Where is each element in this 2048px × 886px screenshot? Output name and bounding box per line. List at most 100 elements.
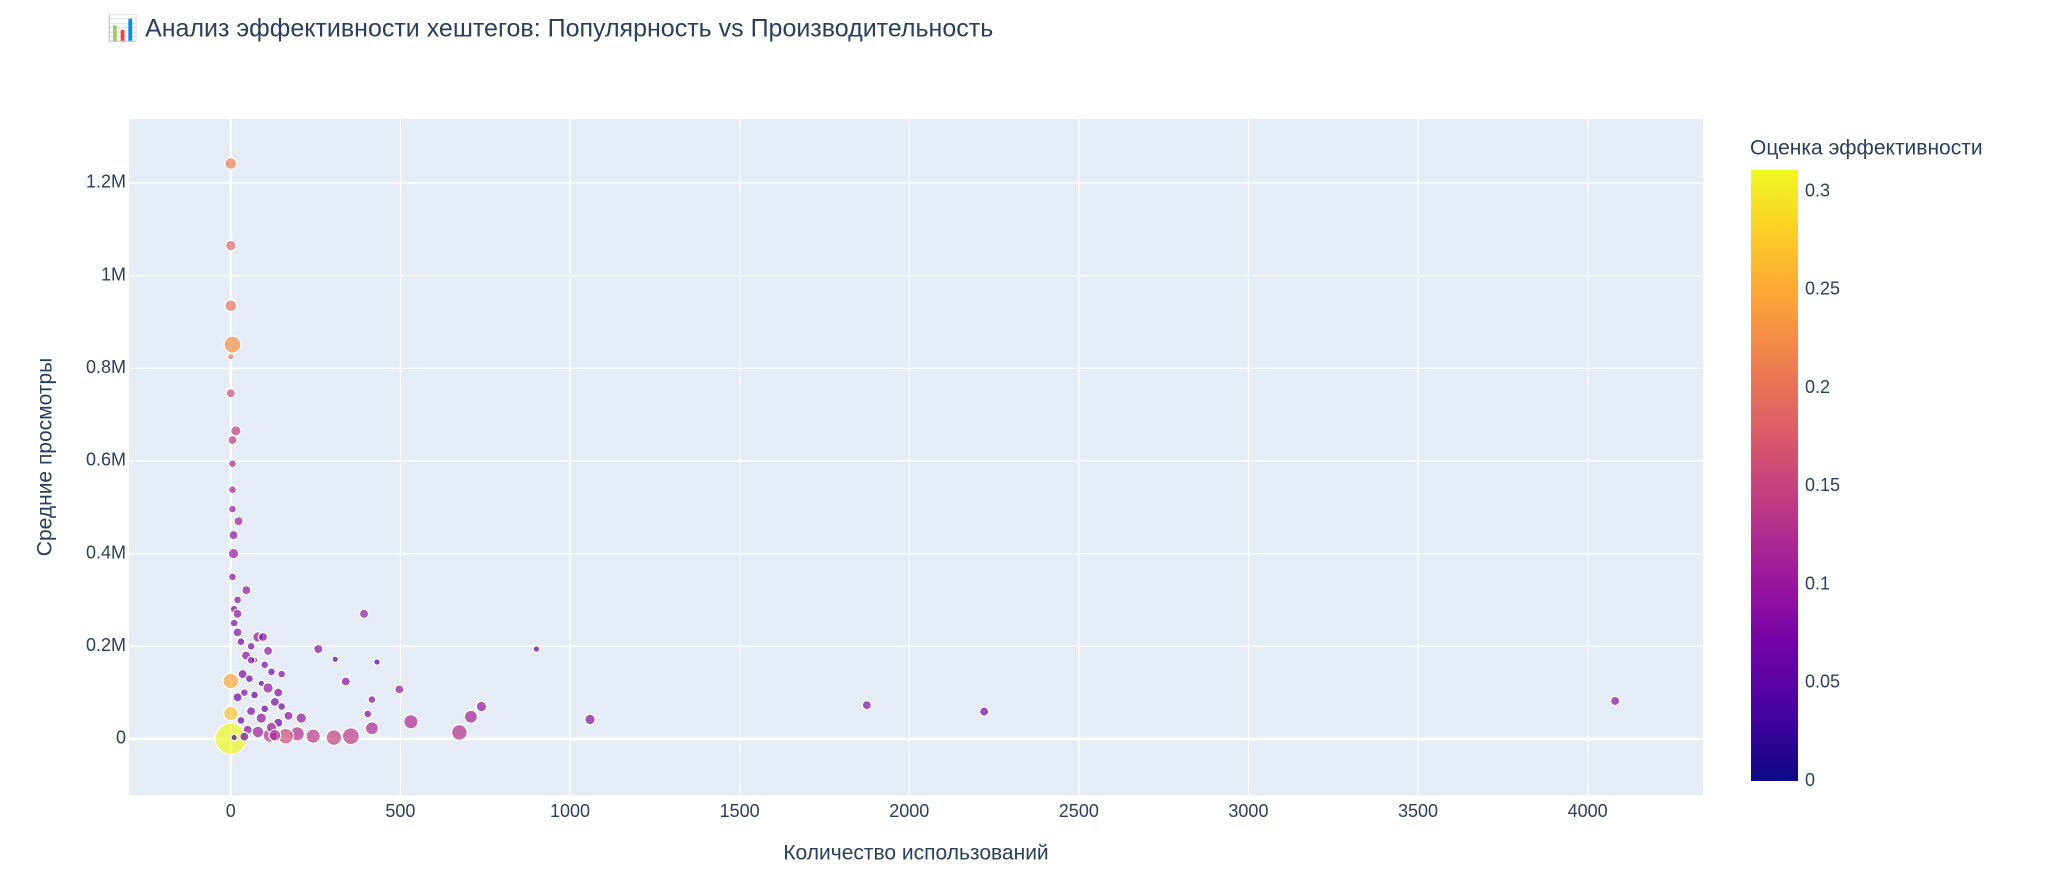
bubble xyxy=(340,676,351,687)
bubble xyxy=(226,352,235,361)
bubble xyxy=(475,700,488,713)
bubble xyxy=(403,713,419,730)
bubble xyxy=(255,712,268,724)
bubble xyxy=(239,731,250,742)
bubble xyxy=(229,424,242,437)
y-tick-label: 1.2M xyxy=(86,172,126,192)
colorbar-tick-label: 0.25 xyxy=(1805,279,1840,299)
bubble xyxy=(313,643,324,655)
x-tick-label: 0 xyxy=(226,801,236,821)
bubble xyxy=(331,655,340,664)
bubble xyxy=(269,696,281,708)
bubble xyxy=(277,701,287,712)
bubble xyxy=(266,667,277,677)
bubble xyxy=(325,729,343,747)
bubble xyxy=(450,723,468,741)
bubble xyxy=(251,725,265,739)
bubble xyxy=(249,690,260,700)
bubble xyxy=(262,645,274,657)
bubble xyxy=(246,641,256,651)
colorbar-tick-label: 0.1 xyxy=(1805,573,1830,593)
bubble xyxy=(262,682,274,694)
bubble xyxy=(283,710,294,721)
bubble xyxy=(232,608,243,620)
bubble xyxy=(237,668,248,680)
x-tick-label: 3500 xyxy=(1398,801,1438,821)
bubble xyxy=(224,299,238,313)
bubble xyxy=(236,715,246,725)
bubble xyxy=(532,645,541,653)
bubble xyxy=(978,706,990,717)
y-tick-label: 1M xyxy=(101,264,126,284)
bubble xyxy=(225,388,236,399)
y-tick-label: 0.2M xyxy=(86,635,126,655)
colorbar-tick-label: 0.2 xyxy=(1805,377,1830,397)
bubble xyxy=(236,637,246,647)
bubble xyxy=(223,335,242,354)
x-tick-label: 3000 xyxy=(1228,801,1268,821)
y-tick-label: 0.8M xyxy=(86,357,126,377)
bubble xyxy=(363,709,373,719)
bubble xyxy=(227,572,238,582)
bubble xyxy=(222,705,239,722)
x-tick-label: 1000 xyxy=(550,801,590,821)
bubble xyxy=(295,712,308,724)
bubble xyxy=(257,631,269,643)
markers xyxy=(214,156,1621,756)
bubble xyxy=(584,713,596,726)
bubble xyxy=(232,627,243,638)
bubble xyxy=(268,728,282,742)
bubble xyxy=(222,672,240,690)
x-tick-label: 2500 xyxy=(1059,801,1099,821)
bubble xyxy=(1609,695,1621,707)
bubble xyxy=(245,705,257,717)
bubble xyxy=(358,608,370,620)
plot-background xyxy=(129,119,1703,795)
bubble xyxy=(227,434,238,446)
colorbar-title: Оценка эффективности xyxy=(1750,137,1983,160)
bubble xyxy=(246,655,256,665)
bubble xyxy=(227,459,238,469)
bubble xyxy=(227,547,240,560)
bubble xyxy=(277,669,287,679)
y-tick-label: 0.4M xyxy=(86,542,126,562)
bubble xyxy=(341,727,360,746)
x-tick-label: 500 xyxy=(385,801,415,821)
bubble xyxy=(224,156,238,171)
bubble xyxy=(227,504,238,514)
bubble xyxy=(861,699,873,711)
bubble xyxy=(229,618,239,628)
bubble xyxy=(227,485,238,495)
bubble xyxy=(228,529,239,541)
x-axis-title: Количество использований xyxy=(783,842,1048,865)
colorbar-tick-label: 0.3 xyxy=(1805,180,1830,200)
bubble xyxy=(260,660,270,670)
y-tick-label: 0.6M xyxy=(86,450,126,470)
bubble xyxy=(232,692,243,703)
bubble xyxy=(373,658,381,666)
bubble xyxy=(273,687,284,698)
bubble xyxy=(233,515,244,527)
bubble xyxy=(364,721,380,736)
bubble xyxy=(244,674,254,684)
bubble xyxy=(463,709,479,724)
colorbar xyxy=(1751,170,1798,781)
bubble xyxy=(367,694,377,705)
x-tick-label: 2000 xyxy=(889,801,929,821)
bubble xyxy=(239,688,249,698)
bubble xyxy=(232,595,243,605)
bubble xyxy=(260,704,270,714)
colorbar-tick-label: 0.05 xyxy=(1805,672,1840,692)
x-tick-label: 4000 xyxy=(1568,801,1608,821)
bubble xyxy=(224,239,237,252)
bubble xyxy=(241,584,252,596)
y-tick-label: 0 xyxy=(116,728,126,748)
x-tick-label: 1500 xyxy=(720,801,760,821)
colorbar-tick-label: 0 xyxy=(1805,770,1815,790)
chart-title: 📊 Анализ эффективности хештегов: Популяр… xyxy=(107,14,993,43)
y-axis-title: Средние просмотры xyxy=(34,358,57,556)
colorbar-tick-label: 0.15 xyxy=(1805,475,1840,495)
bubble xyxy=(230,733,239,742)
